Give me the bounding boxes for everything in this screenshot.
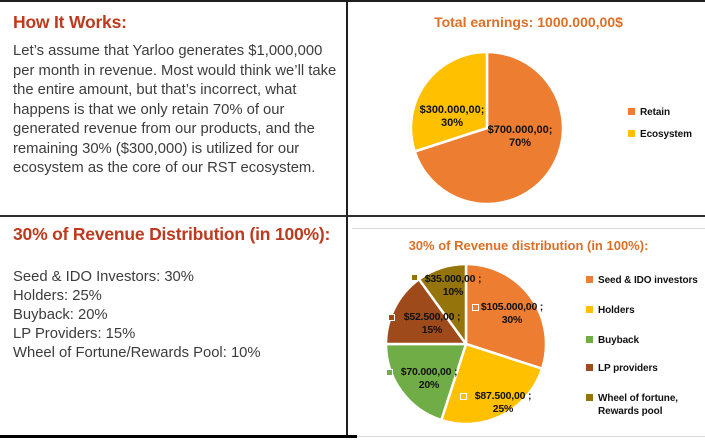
legend-swatch [628,108,635,115]
legend-item-buyback: Buyback [586,334,639,347]
legend-item-lp-providers: LP providers [586,362,658,375]
data-label-retain: $700.000,00; 70% [487,124,553,149]
revenue-distribution-chart: 30% of Revenue distribution (in 100%): $… [352,228,705,436]
data-label-buyback: $70.000,00 ; 20% [400,366,458,391]
legend-label: Retain [640,107,670,118]
label-key-lp-providers [388,314,395,321]
pie-slice-wheel [417,262,468,346]
label-key-seed-ido [472,304,479,311]
how-it-works-paragraph: Let’s assume that Yarloo generates $1,00… [13,43,337,176]
legend-swatch [586,276,593,283]
pie-slice-retain [413,50,565,206]
legend-swatch [586,364,593,371]
legend-label: Wheel of fortune, Rewards pool [598,393,678,417]
legend-item-wheel: Wheel of fortune, Rewards pool [586,392,694,418]
how-it-works-heading: How It Works: [13,12,127,32]
legend-label: LP providers [598,363,658,374]
revenue-distribution-heading: 30% of Revenue Distribution (in 100%): [13,224,331,244]
legend-item-seed-ido: Seed & IDO investors [586,274,698,287]
legend-swatch [586,306,593,313]
data-label-ecosystem: $300.000,00; 30% [419,104,485,129]
pie-slice-seed-ido [464,262,548,370]
legend-label: Buyback [598,335,639,346]
legend-label: Ecosystem [640,129,692,140]
chart2-bottom-border [357,436,705,437]
list-item: Seed & IDO Investors: 30% [13,269,194,285]
chart-title: 30% of Revenue distribution (in 100%): [408,238,649,253]
pie-slice-holders [440,342,544,426]
legend-label: Seed & IDO investors [598,275,698,286]
label-key-holders [460,393,467,400]
list-item: Holders: 25% [13,288,102,304]
revenue-distribution-section: 30% of Revenue Distribution (in 100%): S… [0,217,346,435]
total-earnings-chart: Total earnings: 1000.000,00$ $300.000,00… [352,2,705,215]
label-key-wheel [411,274,418,281]
legend-item-retain: Retain [628,106,670,119]
revenue-distribution-list: Seed & IDO Investors: 30% Holders: 25% B… [13,268,261,363]
divider-middle [0,215,705,217]
legend-swatch [586,336,593,343]
data-label-wheel: $35.000,00 ; 10% [424,273,482,298]
legend-swatch [586,394,593,401]
pie-slice-ecosystem [409,50,489,153]
data-label-seed-ido: $105.000,00 ; 30% [480,301,544,326]
how-it-works-section: How It Works: Let’s assume that Yarloo g… [0,0,346,215]
label-key-buyback [386,369,393,376]
legend-item-ecosystem: Ecosystem [628,128,692,141]
legend-swatch [628,130,635,137]
list-item: Buyback: 20% [13,307,108,323]
list-item: Wheel of Fortune/Rewards Pool: 10% [13,345,261,361]
legend-label: Holders [598,305,635,316]
divider-bottom-left [0,435,357,438]
data-label-holders: $87.500,00 ; 25% [474,390,532,415]
data-label-lp-providers: $52.500,00 ; 15% [403,311,461,336]
revenue-distribution-pie [384,262,548,426]
list-item: LP Providers: 15% [13,326,136,342]
total-earnings-pie [409,50,565,206]
divider-vertical [346,2,348,438]
pie-slice-lp-providers [384,278,468,346]
chart2-top-border [352,228,705,229]
chart-title: Total earnings: 1000.000,00$ [434,14,623,30]
legend-item-holders: Holders [586,304,635,317]
pie-slice-buyback [384,342,468,422]
divider-top [0,0,705,2]
